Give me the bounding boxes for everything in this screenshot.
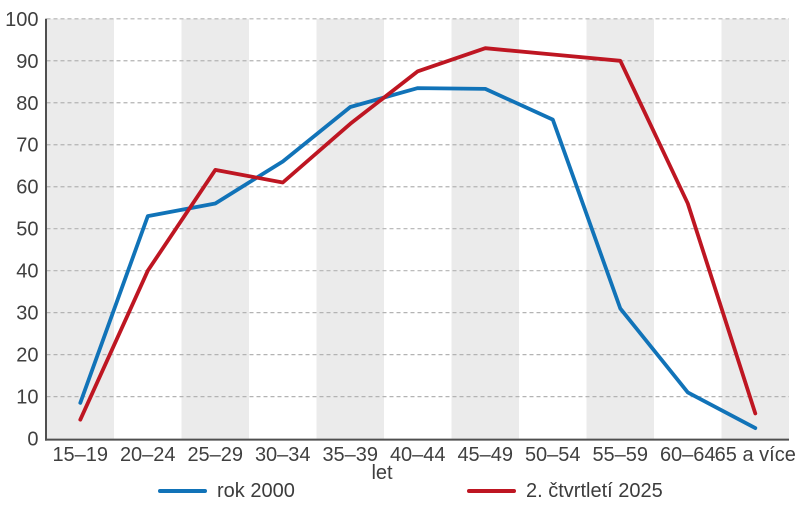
x-axis-tick-label: 35–39 <box>322 444 378 466</box>
x-axis-tick-label: 45–49 <box>457 444 513 466</box>
x-axis-tick-label: 25–29 <box>187 444 243 466</box>
legend-item-rok-2000: rok 2000 <box>158 480 295 502</box>
series-line-0 <box>78 86 758 431</box>
y-axis-tick-label: 70 <box>16 135 38 157</box>
y-axis-tick-label: 60 <box>16 177 38 199</box>
y-axis-tick-label: 50 <box>16 219 38 241</box>
legend-label-ctvrtleti-2025: 2. čtvrtletí 2025 <box>526 479 663 502</box>
x-axis-tick-label: 20–24 <box>120 444 176 466</box>
x-axis-tick-label: 30–34 <box>255 444 311 466</box>
y-axis-tick-label: 0 <box>27 429 38 451</box>
x-axis-tick-label: 60–64 <box>660 444 716 466</box>
x-axis-tick-label: 50–54 <box>525 444 581 466</box>
x-axis-tick-label: 40–44 <box>390 444 446 466</box>
y-axis-tick-label: 10 <box>16 387 38 409</box>
series-line-1 <box>78 46 758 422</box>
x-axis-tick-label: 65 a více <box>715 444 796 466</box>
y-axis-tick-label: 40 <box>16 261 38 283</box>
legend-item-ctvrtleti-2025: 2. čtvrtletí 2025 <box>467 480 663 502</box>
legend-swatch-red-line <box>467 489 516 493</box>
y-axis-tick-label: 80 <box>16 93 38 115</box>
x-axis-tick-label: 15–19 <box>52 444 108 466</box>
y-axis-tick-label: 100 <box>5 9 38 31</box>
y-axis-tick-label: 20 <box>16 345 38 367</box>
x-axis-tick-label: 55–59 <box>592 444 648 466</box>
legend-label-rok-2000: rok 2000 <box>217 479 295 502</box>
legend-swatch-blue-line <box>158 489 207 493</box>
x-axis-title: let <box>371 462 393 484</box>
y-axis-tick-label: 90 <box>16 51 38 73</box>
y-axis-tick-label: 30 <box>16 303 38 325</box>
